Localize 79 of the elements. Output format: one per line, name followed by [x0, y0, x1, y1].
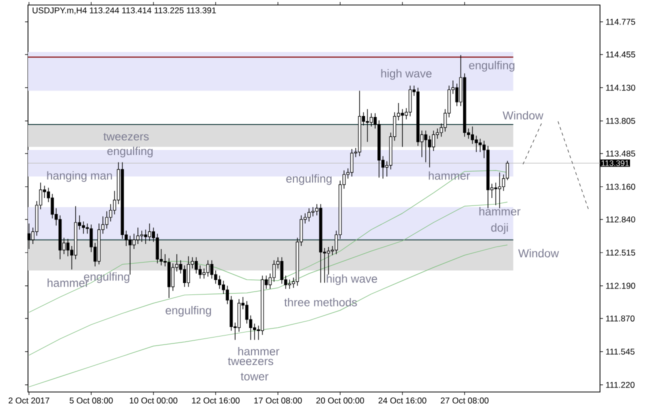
annotation: engulfing	[286, 174, 332, 185]
candlestick	[350, 148, 354, 177]
candlestick	[272, 260, 276, 282]
candlestick	[132, 233, 136, 250]
candlestick	[109, 204, 112, 222]
candlestick	[253, 323, 256, 340]
annotation: engulfing	[166, 306, 211, 317]
candlestick	[280, 256, 284, 284]
candlestick	[307, 208, 311, 222]
candlestick	[494, 182, 498, 206]
annotation: engulfing	[107, 146, 153, 158]
candlestick	[136, 227, 140, 244]
candlestick	[198, 265, 202, 280]
candlestick	[370, 112, 373, 127]
candlestick	[502, 174, 506, 192]
annotation: Window	[518, 248, 559, 258]
x-tick-label: 12 Oct 16:00	[192, 398, 240, 404]
candlestick	[366, 108, 369, 142]
annotation: high wave	[326, 274, 378, 286]
annotation: tower	[240, 372, 268, 380]
candlestick	[470, 126, 474, 144]
candlestick	[171, 262, 174, 292]
candlestick	[194, 256, 198, 274]
candlestick	[202, 268, 206, 280]
y-tick-label: 111.870	[606, 315, 635, 322]
candlestick	[218, 275, 222, 290]
y-tick-label: 112.515	[606, 250, 636, 256]
x-tick-label: 24 Oct 16:00	[378, 398, 426, 404]
candlestick	[210, 260, 214, 280]
x-tick-label: 17 Oct 08:00	[254, 398, 302, 404]
candlestick	[506, 160, 509, 180]
candlestick	[128, 235, 132, 275]
x-tick-label: 10 Oct 00:00	[130, 398, 178, 404]
annotation: doji	[491, 223, 508, 234]
candlestick	[326, 246, 330, 275]
candlestick	[288, 279, 292, 290]
candlestick	[424, 130, 428, 163]
annotation: Window	[502, 111, 544, 120]
candlestick	[66, 238, 70, 257]
candlestick	[186, 256, 190, 288]
y-tick-label: 112.190	[606, 282, 636, 289]
candlestick	[156, 233, 159, 264]
annotation: hammer	[479, 207, 520, 216]
candlestick	[183, 265, 186, 288]
annotation: hammer	[238, 346, 280, 356]
y-tick-label: 114.455	[606, 52, 636, 58]
y-tick-label: 113.160	[606, 184, 636, 190]
candlestick	[105, 210, 108, 229]
candlestick	[144, 229, 148, 244]
line-series	[28, 244, 508, 388]
candlestick	[206, 260, 210, 277]
annotation: high wave	[381, 69, 432, 80]
y-tick-label: 111.545	[606, 348, 635, 355]
annotation: tweezers	[103, 132, 149, 140]
y-tick-label: 113.805	[606, 118, 636, 124]
annotation: hanging man	[47, 171, 112, 182]
y-tick-label: 114.130	[606, 84, 636, 91]
chart-title: USDJPY.m,H4 113.244 113.414 113.225 113.391	[32, 7, 216, 14]
annotation: tweezers	[228, 358, 274, 366]
candlestick	[400, 108, 404, 148]
x-tick-label: 20 Oct 00:00	[316, 398, 364, 404]
candlestick	[498, 172, 502, 209]
candlestick	[408, 85, 412, 117]
y-tick-label: 112.840	[606, 216, 636, 222]
candlestick	[428, 135, 432, 168]
candlestick	[148, 223, 152, 242]
y-tick-label: 113.485	[606, 150, 636, 157]
x-tick-label: 2 Oct 2017	[8, 398, 50, 404]
y-tick-label: 111.220	[606, 382, 635, 388]
annotation: engulfing	[469, 60, 514, 72]
x-tick-label: 5 Oct 08:00	[70, 398, 113, 404]
candlestick	[82, 221, 85, 234]
x-tick-label: 27 Oct 08:00	[440, 398, 489, 404]
y-tick-label: 114.775	[606, 18, 636, 25]
candlestick	[432, 130, 436, 152]
candlestick	[140, 230, 144, 242]
annotation: three methods	[284, 298, 357, 306]
candlestick	[245, 300, 248, 324]
candlestick	[311, 206, 314, 217]
